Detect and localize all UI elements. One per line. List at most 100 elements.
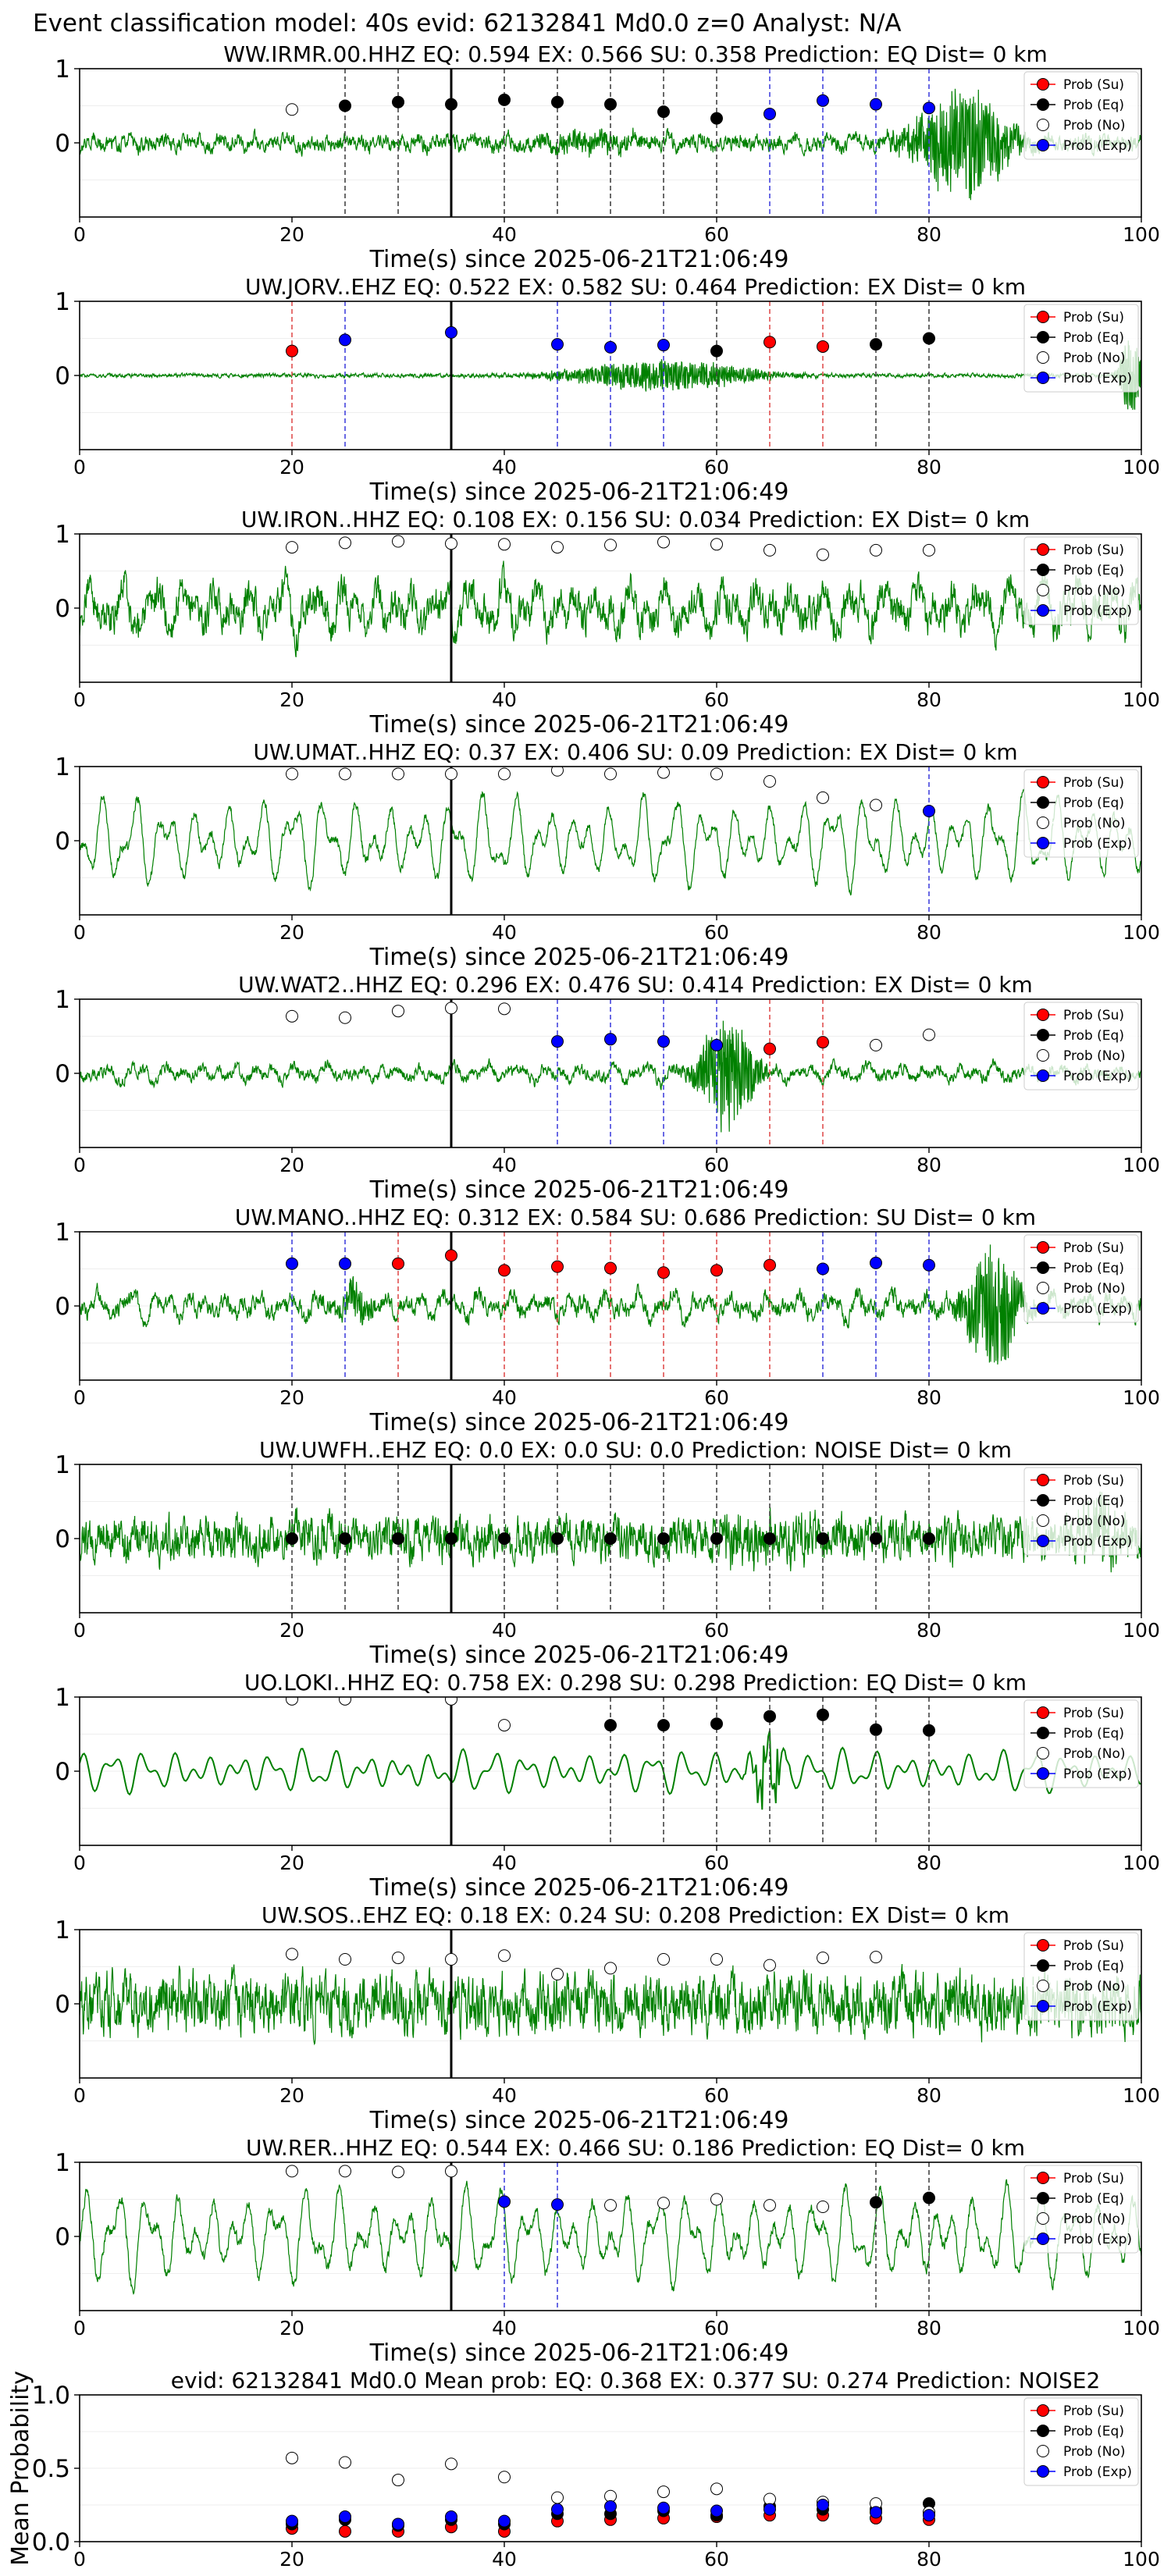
x-tick-label: 0: [73, 2084, 86, 2107]
plot-area: [80, 1464, 1141, 1613]
prob-marker-no: [763, 775, 776, 788]
x-tick-label: 100: [1123, 1619, 1160, 1642]
plot-area: [80, 999, 1141, 1147]
x-tick-label: 20: [279, 688, 304, 711]
legend-marker: [1037, 119, 1049, 131]
legend-entry-no: Prob (No): [1030, 1514, 1126, 1529]
panel-title: WW.IRMR.00.HHZ EQ: 0.594 EX: 0.566 SU: 0…: [223, 41, 1048, 67]
prob-marker-eq: [392, 1532, 404, 1545]
legend-frame: [1023, 536, 1139, 625]
legend-entry-no: Prob (No): [1030, 816, 1126, 831]
prob-marker-no: [445, 1002, 457, 1015]
legend-marker: [1037, 331, 1049, 343]
prob-marker-exp: [498, 2195, 511, 2208]
prob-marker-no: [710, 1953, 723, 1966]
prob-marker-su: [657, 1266, 670, 1279]
y-tick-label: 0: [55, 1758, 70, 1786]
legend-entry-exp: Prob (Exp): [1030, 836, 1132, 852]
panel-title: UW.SOS..EHZ EQ: 0.18 EX: 0.24 SU: 0.208 …: [262, 1902, 1009, 1928]
prob-marker-eq: [817, 1532, 829, 1545]
y-tick-label: 0: [55, 1991, 70, 2019]
x-tick-label: 0: [73, 688, 86, 711]
prob-marker-su: [817, 1036, 829, 1049]
prob-marker-no: [657, 1953, 670, 1966]
legend-entry-eq: Prob (Eq): [1030, 1493, 1124, 1509]
prob-marker-no: [551, 541, 564, 554]
prob-marker-eq: [657, 1532, 670, 1545]
legend-marker: [1037, 351, 1049, 364]
x-tick-label: 40: [492, 2317, 517, 2339]
x-tick-label: 60: [704, 1386, 729, 1409]
prob-marker-no: [657, 535, 670, 549]
y-tick-label: 1: [55, 521, 70, 549]
prob-marker-no: [498, 1002, 511, 1016]
legend-marker: [1037, 2172, 1049, 2184]
mean-marker-no: [498, 2471, 511, 2484]
legend-label: Prob (Eq): [1063, 1493, 1124, 1509]
prob-marker-no: [870, 1038, 882, 1051]
legend-frame: [1023, 1699, 1139, 1788]
prob-marker-eq: [763, 1532, 776, 1545]
x-axis-label: Time(s) since 2025-06-21T21:06:49: [369, 1642, 789, 1669]
x-tick-label: 0: [73, 2548, 86, 2571]
legend-entry-exp: Prob (Exp): [1030, 603, 1132, 619]
prob-marker-no: [763, 1959, 776, 1972]
prob-marker-no: [604, 2199, 617, 2212]
y-tick-label: 0: [55, 362, 70, 390]
y-tick-label: 1: [55, 1916, 70, 1944]
legend-entry-eq: Prob (Eq): [1030, 2424, 1124, 2439]
prob-marker-eq: [923, 332, 935, 345]
panel-title: UW.UMAT..HHZ EQ: 0.37 EX: 0.406 SU: 0.09…: [253, 739, 1017, 765]
prob-marker-eq: [710, 344, 723, 358]
legend-marker: [1037, 2465, 1049, 2478]
legend-entry-su: Prob (Su): [1030, 775, 1124, 791]
legend-label: Prob (Su): [1063, 543, 1124, 558]
legend-marker: [1037, 2212, 1049, 2225]
prob-marker-exp: [604, 340, 617, 354]
legend-entry-exp: Prob (Exp): [1030, 138, 1132, 154]
x-tick-label: 0: [73, 1154, 86, 1176]
legend-entry-eq: Prob (Eq): [1030, 1959, 1124, 1974]
x-axis-label: Time(s) since 2025-06-21T21:06:49: [369, 246, 789, 273]
chart-panel-9: UW.SOS..EHZ EQ: 0.18 EX: 0.24 SU: 0.208 …: [55, 1902, 1160, 2134]
y-tick-label: 1: [55, 288, 70, 316]
y-tick-label: 1: [55, 1219, 70, 1247]
legend-marker: [1037, 543, 1049, 556]
prob-marker-eq: [870, 338, 882, 351]
prob-marker-eq: [763, 1710, 776, 1723]
prob-marker-su: [286, 344, 298, 358]
prob-marker-no: [286, 767, 298, 781]
chart-panel-6: UW.MANO..HHZ EQ: 0.312 EX: 0.584 SU: 0.6…: [55, 1204, 1160, 1436]
legend-entry-su: Prob (Su): [1030, 2171, 1124, 2186]
prob-marker-eq: [498, 1532, 511, 1545]
legend-label: Prob (Eq): [1063, 1028, 1124, 1044]
legend-entry-eq: Prob (Eq): [1030, 2191, 1124, 2207]
plot-area: [80, 2431, 1141, 2538]
x-tick-label: 0: [73, 921, 86, 944]
prob-marker-no: [392, 767, 404, 781]
prob-marker-no: [286, 1948, 298, 1961]
x-tick-label: 60: [704, 2084, 729, 2107]
legend-entry-su: Prob (Su): [1030, 1938, 1124, 1954]
prob-marker-no: [339, 1953, 351, 1966]
prob-marker-no: [604, 1962, 617, 1975]
legend-marker: [1037, 139, 1049, 151]
x-tick-label: 0: [73, 1619, 86, 1642]
x-axis-label: Time(s) since 2025-06-21T21:06:49: [369, 1874, 789, 1902]
prob-marker-no: [763, 2199, 776, 2212]
legend-label: Prob (No): [1063, 118, 1126, 133]
x-tick-label: 80: [917, 1154, 941, 1176]
panel-title: UW.RER..HHZ EQ: 0.544 EX: 0.466 SU: 0.18…: [246, 2135, 1025, 2161]
prob-marker-eq: [604, 98, 617, 111]
legend-marker: [1037, 2192, 1049, 2204]
legend-marker: [1037, 1514, 1049, 1527]
legend-entry-exp: Prob (Exp): [1030, 1999, 1132, 2015]
chart-panel-2: UW.JORV..EHZ EQ: 0.522 EX: 0.582 SU: 0.4…: [55, 274, 1160, 506]
x-tick-label: 100: [1123, 688, 1160, 711]
y-tick-label: 1: [55, 55, 70, 84]
legend-label: Prob (No): [1063, 1979, 1126, 1994]
prob-marker-no: [710, 538, 723, 551]
legend-label: Prob (No): [1063, 583, 1126, 599]
legend-entry-exp: Prob (Exp): [1030, 1534, 1132, 1550]
x-tick-label: 0: [73, 2317, 86, 2339]
